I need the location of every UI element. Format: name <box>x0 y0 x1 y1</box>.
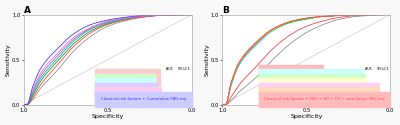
Legend: Classical risk factors, Classical risk factors + FBG, Classical risk factors + X: Classical risk factors, Classical risk f… <box>260 66 385 102</box>
X-axis label: Specificity: Specificity <box>290 114 322 119</box>
Y-axis label: Sensitivity: Sensitivity <box>204 43 209 76</box>
Text: B: B <box>222 6 229 15</box>
Text: A: A <box>24 6 31 15</box>
X-axis label: Specificity: Specificity <box>92 114 124 119</box>
Text: AUC  95%CI: AUC 95%CI <box>166 67 190 71</box>
Legend: Classical risk factors, Classical risk factors + FBG, Classical risk factors + X: Classical risk factors, Classical risk f… <box>96 70 186 102</box>
Text: AUC  95%CI: AUC 95%CI <box>365 67 388 71</box>
Y-axis label: Sensitivity: Sensitivity <box>6 43 10 76</box>
